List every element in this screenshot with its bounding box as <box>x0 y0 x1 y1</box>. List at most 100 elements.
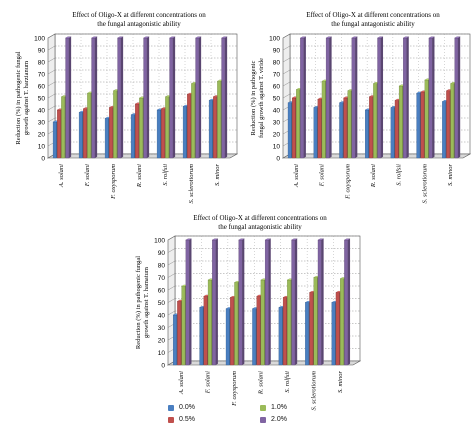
bar <box>321 81 326 159</box>
y-tick-label: 100 <box>34 36 45 43</box>
chart-legend: 0.0% 0.5% 1.0% 2.0% <box>168 404 368 432</box>
y-tick-label: 10 <box>38 144 46 151</box>
bar <box>264 239 269 366</box>
bar-side <box>347 238 351 365</box>
x-tick-label: S. sclerotiorum <box>188 164 195 204</box>
legend-item-0: 0.0% <box>168 404 195 411</box>
bar <box>57 109 61 159</box>
gridline-side <box>167 298 176 303</box>
bar <box>317 99 322 159</box>
x-tick-label: S. minor <box>337 371 344 394</box>
bar <box>331 302 336 366</box>
legend-swatch-0 <box>168 404 174 411</box>
gridline-side <box>167 260 176 266</box>
bar <box>208 100 213 159</box>
gridline-side <box>167 235 176 241</box>
chart-2: Effect of Oligo-X at different concentra… <box>135 214 362 410</box>
bar <box>454 37 459 159</box>
bar <box>234 282 239 366</box>
bar <box>296 89 300 159</box>
bar <box>173 314 177 366</box>
bar-side <box>94 36 98 159</box>
bar <box>291 97 296 159</box>
y-tick-label: 0 <box>41 156 45 163</box>
legend-swatch-2 <box>260 404 266 411</box>
bar <box>325 37 330 159</box>
bar <box>256 296 261 366</box>
x-tick-label: A. solani <box>58 164 65 188</box>
bar <box>117 37 122 159</box>
bar-side <box>432 36 435 159</box>
bar <box>212 239 216 366</box>
y-tick-label: 80 <box>273 60 281 67</box>
bar <box>113 90 117 159</box>
x-tick-label: R. solani <box>136 164 143 188</box>
bar <box>278 307 283 366</box>
y-tick-label: 50 <box>158 300 166 307</box>
legend-label-2: 1.0% <box>271 404 287 411</box>
bar <box>161 108 165 159</box>
x-tick-label: S. minor <box>447 164 454 187</box>
y-axis-label-line: growth against T. harzianum <box>23 61 30 135</box>
gridline-side <box>282 81 291 87</box>
x-tick-label: F. oxysporum <box>231 371 238 407</box>
bar <box>109 107 113 159</box>
bar-side <box>224 36 228 159</box>
bar <box>203 296 208 366</box>
bar <box>260 279 265 366</box>
bar <box>91 37 96 159</box>
gridline-side <box>47 81 56 87</box>
x-tick-label: A. solani <box>178 371 185 395</box>
bar <box>135 103 139 159</box>
bar <box>181 286 186 366</box>
bar <box>252 308 257 366</box>
bar <box>185 239 190 366</box>
bar-side <box>189 238 192 365</box>
y-tick-label: 50 <box>273 96 281 103</box>
y-tick-label: 90 <box>38 48 46 55</box>
bar <box>343 97 348 159</box>
x-tick-label: A. solani <box>293 164 300 188</box>
bar <box>207 279 212 366</box>
x-tick-label: S. rolfsii <box>396 164 403 186</box>
y-tick-label: 100 <box>154 238 165 245</box>
y-tick-label: 40 <box>273 108 281 115</box>
bar <box>169 37 174 159</box>
bar-side <box>68 36 72 159</box>
y-tick-label: 30 <box>38 120 46 127</box>
bar <box>221 37 226 159</box>
bar <box>450 83 455 159</box>
bar <box>317 239 322 366</box>
bar <box>238 239 243 366</box>
y-tick-label: 70 <box>273 72 281 79</box>
bar <box>416 93 421 159</box>
bar <box>351 37 356 159</box>
bar <box>339 102 343 159</box>
bar <box>347 90 352 159</box>
gridline-side <box>167 285 176 291</box>
bar <box>177 301 181 366</box>
bar <box>291 239 296 366</box>
bar <box>65 37 70 159</box>
bar <box>287 102 292 159</box>
x-tick-label: S. rolfsii <box>162 164 169 186</box>
y-tick-label: 80 <box>158 263 166 270</box>
bar <box>344 239 348 366</box>
legend-item-1: 0.5% <box>168 416 195 423</box>
bar <box>139 97 143 159</box>
bar <box>191 83 195 159</box>
bar <box>199 307 204 366</box>
chart-title-line: Effect of Oligo-X at different concentra… <box>193 214 327 222</box>
y-tick-label: 10 <box>158 350 166 357</box>
bar <box>442 101 446 159</box>
bar <box>335 292 340 366</box>
bar <box>87 93 91 159</box>
bar-side <box>172 36 176 159</box>
bar-side <box>198 36 202 159</box>
bar <box>340 278 344 366</box>
chart-1: Effect of Oligo-X at different concentra… <box>250 11 472 203</box>
bar <box>230 297 234 366</box>
bar <box>182 106 187 159</box>
bar <box>313 107 318 159</box>
x-tick-label: F. solani <box>319 164 326 187</box>
